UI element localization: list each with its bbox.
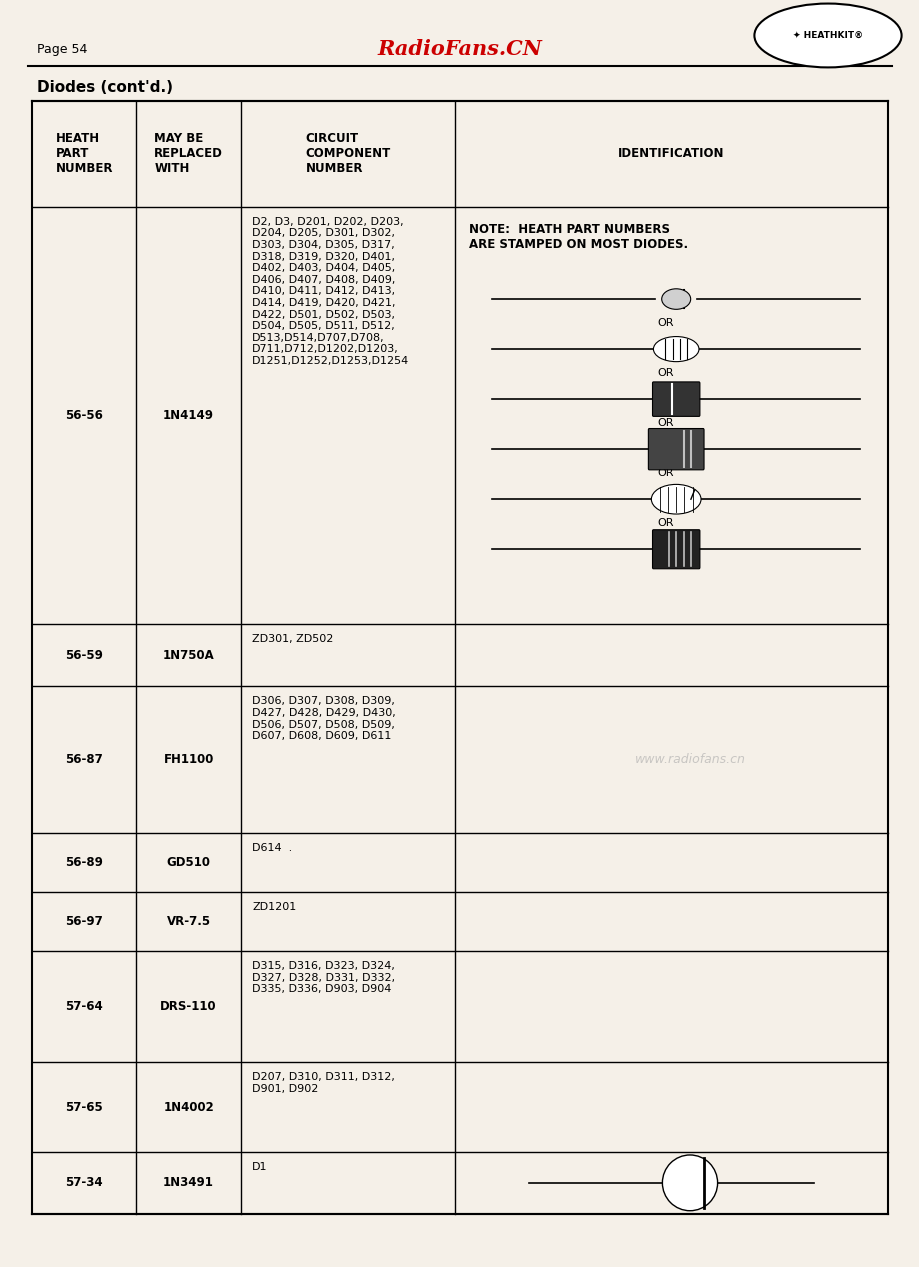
Text: ZD301, ZD502: ZD301, ZD502 bbox=[252, 635, 333, 645]
Text: 56-89: 56-89 bbox=[65, 856, 103, 869]
Ellipse shape bbox=[754, 4, 901, 67]
Text: 57-65: 57-65 bbox=[65, 1101, 103, 1114]
Text: 56-59: 56-59 bbox=[65, 649, 103, 661]
Text: 1N3491: 1N3491 bbox=[163, 1176, 214, 1190]
Ellipse shape bbox=[661, 289, 690, 309]
Text: D207, D310, D311, D312,
D901, D902: D207, D310, D311, D312, D901, D902 bbox=[252, 1072, 394, 1093]
Text: www.radiofans.cn: www.radiofans.cn bbox=[634, 753, 744, 767]
Ellipse shape bbox=[652, 337, 698, 361]
Text: 56-56: 56-56 bbox=[65, 409, 103, 422]
Ellipse shape bbox=[651, 484, 700, 514]
Text: CIRCUIT
COMPONENT
NUMBER: CIRCUIT COMPONENT NUMBER bbox=[305, 133, 391, 175]
Text: D315, D316, D323, D324,
D327, D328, D331, D332,
D335, D336, D903, D904: D315, D316, D323, D324, D327, D328, D331… bbox=[252, 960, 395, 995]
Text: OR: OR bbox=[657, 369, 674, 378]
Text: D1: D1 bbox=[252, 1162, 267, 1172]
Text: FH1100: FH1100 bbox=[164, 753, 213, 767]
Text: 1N4002: 1N4002 bbox=[163, 1101, 214, 1114]
Text: GD510: GD510 bbox=[166, 856, 210, 869]
Text: Diodes (cont'd.): Diodes (cont'd.) bbox=[37, 80, 173, 95]
Text: 1N4149: 1N4149 bbox=[163, 409, 214, 422]
Ellipse shape bbox=[662, 1156, 717, 1211]
Text: MAY BE
REPLACED
WITH: MAY BE REPLACED WITH bbox=[154, 133, 222, 175]
FancyBboxPatch shape bbox=[652, 530, 699, 569]
Text: ✦ HEATHKIT®: ✦ HEATHKIT® bbox=[792, 30, 862, 41]
Text: OR: OR bbox=[657, 518, 674, 528]
Text: RadioFans.CN: RadioFans.CN bbox=[377, 39, 542, 60]
Text: VR-7.5: VR-7.5 bbox=[166, 915, 210, 927]
Text: ZD1201: ZD1201 bbox=[252, 902, 296, 912]
Text: HEATH
PART
NUMBER: HEATH PART NUMBER bbox=[55, 133, 113, 175]
Text: 56-97: 56-97 bbox=[65, 915, 103, 927]
Text: NOTE:  HEATH PART NUMBERS
ARE STAMPED ON MOST DIODES.: NOTE: HEATH PART NUMBERS ARE STAMPED ON … bbox=[469, 223, 687, 251]
Text: D2, D3, D201, D202, D203,
D204, D205, D301, D302,
D303, D304, D305, D317,
D318, : D2, D3, D201, D202, D203, D204, D205, D3… bbox=[252, 217, 409, 366]
Text: IDENTIFICATION: IDENTIFICATION bbox=[618, 147, 724, 161]
FancyBboxPatch shape bbox=[648, 428, 703, 470]
Text: 57-34: 57-34 bbox=[65, 1176, 103, 1190]
Text: DRS-110: DRS-110 bbox=[160, 1000, 217, 1012]
Text: D614  .: D614 . bbox=[252, 844, 292, 853]
Text: OR: OR bbox=[657, 418, 674, 428]
Text: 1N750A: 1N750A bbox=[163, 649, 214, 661]
Text: 56-87: 56-87 bbox=[65, 753, 103, 767]
Text: D306, D307, D308, D309,
D427, D428, D429, D430,
D506, D507, D508, D509,
D607, D6: D306, D307, D308, D309, D427, D428, D429… bbox=[252, 697, 395, 741]
Text: Page 54: Page 54 bbox=[37, 43, 87, 56]
Text: 57-64: 57-64 bbox=[65, 1000, 103, 1012]
Text: OR: OR bbox=[657, 469, 674, 478]
FancyBboxPatch shape bbox=[652, 381, 699, 417]
Text: OR: OR bbox=[657, 318, 674, 328]
